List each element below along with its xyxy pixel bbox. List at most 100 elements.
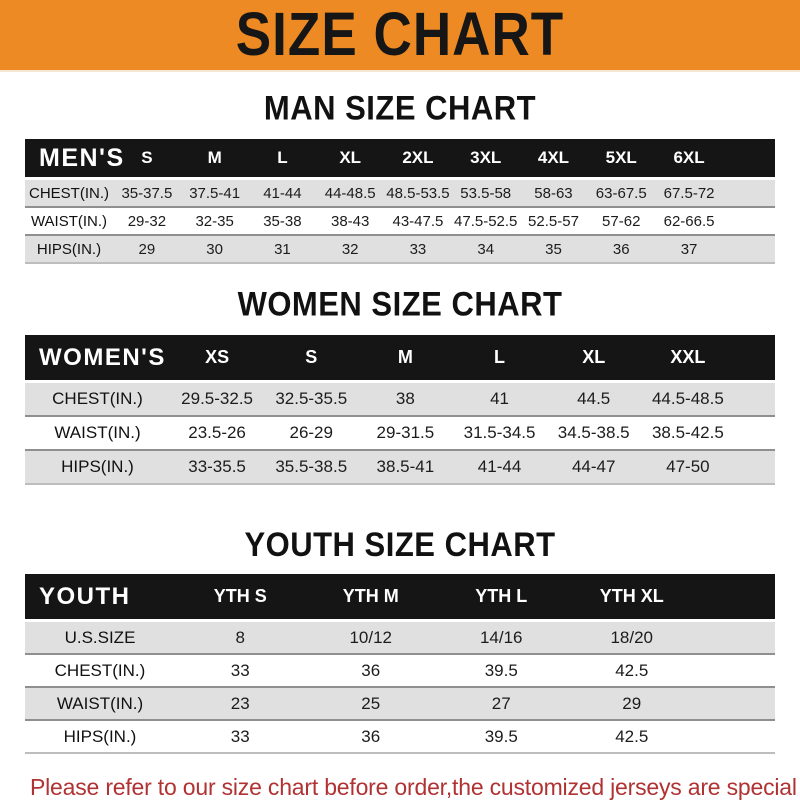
table-row: CHEST(IN.) 29.5-32.5 32.5-35.5 38 41 44.5 44.5…	[25, 381, 775, 417]
row-spacer	[723, 179, 775, 208]
size-value: 42.5	[615, 726, 649, 746]
size-value: 67.5-72	[663, 184, 715, 202]
row-spacer	[697, 687, 775, 720]
size-column-header: S	[305, 347, 318, 367]
table-row: CHEST(IN.) 33 36 39.5 42.5	[25, 654, 775, 687]
table-row: WAIST(IN.) 23.5-26 26-29 29-31.5 31.5-34.5 34…	[25, 416, 775, 450]
size-column-header: YTH M	[342, 586, 399, 606]
size-value: 27	[491, 693, 511, 713]
size-value: 52.5-57	[528, 212, 579, 230]
table-corner-label: WOMEN'S	[39, 343, 166, 371]
size-value: 35.5-38.5	[275, 457, 348, 476]
size-column-header: 5XL	[605, 148, 637, 167]
size-value: 25	[361, 693, 381, 713]
row-label: HIPS(IN.)	[63, 726, 137, 746]
header-spacer	[697, 574, 775, 621]
table-row: HIPS(IN.) 33 36 39.5 42.5	[25, 720, 775, 753]
size-value: 62-66.5	[663, 212, 715, 230]
size-value: 57-62	[602, 212, 641, 230]
size-value: 38.5-41	[376, 457, 435, 476]
size-value: 44-48.5	[324, 184, 376, 202]
size-column-header: 3XL	[470, 148, 502, 167]
size-value: 58-63	[534, 184, 573, 202]
size-value: 41-44	[263, 184, 302, 202]
size-value: 38	[395, 389, 415, 408]
size-value: 38.5-42.5	[651, 423, 724, 442]
row-label: CHEST(IN.)	[29, 184, 109, 202]
row-spacer	[735, 382, 775, 417]
size-value: 48.5-53.5	[386, 184, 450, 202]
size-table: YOUTH YTH S YTH M YTH L YTH XL U.S.SIZE 8 10/12…	[25, 574, 775, 754]
row-label: CHEST(IN.)	[54, 660, 146, 680]
section-title: MAN SIZE CHART	[263, 88, 537, 128]
size-value: 47.5-52.5	[454, 212, 518, 230]
row-spacer	[723, 207, 775, 235]
size-chart-section: MAN SIZE CHART MEN'S S M L XL 2XL 3XL 4XL 5XL 6XL C…	[0, 72, 800, 264]
size-table: WOMEN'S XS S M L XL XXL CHEST(IN.) 29.5-32.5 32.5…	[25, 335, 775, 485]
size-column-header: L	[494, 347, 506, 367]
section-title: YOUTH SIZE CHART	[244, 524, 556, 564]
size-value: 41-44	[477, 457, 522, 476]
size-value: 47-50	[666, 457, 710, 476]
size-value: 29	[622, 693, 642, 713]
size-value: 53.5-58	[460, 184, 512, 202]
size-value: 33-35.5	[188, 457, 246, 476]
table-row: HIPS(IN.) 29 30 31 32 33 34 35 36 37	[25, 235, 775, 263]
size-column-header: 6XL	[673, 148, 705, 167]
size-value: 29.5-32.5	[181, 389, 253, 408]
size-value: 39.5	[484, 726, 518, 746]
size-value: 37.5-41	[189, 184, 241, 202]
size-value: 33	[230, 726, 250, 746]
row-spacer	[697, 654, 775, 687]
table-corner-label: MEN'S	[39, 143, 125, 172]
size-value: 29-31.5	[376, 423, 435, 442]
size-value: 34	[477, 240, 495, 258]
table-row: WAIST(IN.) 29-32 32-35 35-38 38-43 43-47.5 47.…	[25, 207, 775, 235]
size-value: 44.5	[577, 389, 611, 408]
size-column-header: YTH S	[213, 586, 267, 606]
size-column-header: M	[207, 148, 222, 167]
table-corner-label: YOUTH	[39, 582, 131, 610]
size-column-header: M	[397, 347, 413, 367]
size-value: 38-43	[330, 212, 370, 230]
size-value: 34.5-38.5	[557, 423, 630, 442]
table-row: HIPS(IN.) 33-35.5 35.5-38.5 38.5-41 41-44 44-…	[25, 450, 775, 484]
row-spacer	[697, 720, 775, 753]
size-value: 39.5	[484, 660, 518, 680]
size-value: 32.5-35.5	[275, 389, 348, 408]
size-value: 10/12	[349, 627, 393, 647]
notice-line-1: Please refer to our size chart before or…	[30, 774, 797, 800]
size-value: 31	[274, 240, 291, 258]
order-notice: Please refer to our size chart before or…	[30, 772, 800, 800]
size-value: 41	[490, 389, 509, 408]
size-value: 42.5	[615, 660, 649, 680]
banner-title: SIZE CHART	[235, 0, 565, 70]
size-value: 36	[361, 726, 381, 746]
size-chart-section: WOMEN SIZE CHART WOMEN'S XS S M L XL XXL CHEST(I…	[0, 264, 800, 485]
size-value: 31.5-34.5	[463, 423, 536, 442]
size-column-header: YTH L	[475, 586, 528, 606]
size-value: 8	[235, 627, 245, 647]
size-value: 26-29	[289, 423, 333, 442]
row-label: U.S.SIZE	[64, 627, 136, 647]
size-column-header: XL	[582, 347, 606, 367]
size-column-header: 2XL	[402, 148, 434, 167]
row-label: CHEST(IN.)	[52, 389, 143, 408]
table-row: WAIST(IN.) 23 25 27 29	[25, 687, 775, 720]
size-value: 44-47	[571, 457, 616, 476]
size-value: 32-35	[195, 212, 234, 230]
table-row: CHEST(IN.) 35-37.5 37.5-41 41-44 44-48.5 48.5…	[25, 178, 775, 208]
size-value: 18/20	[610, 627, 654, 647]
size-value: 33	[409, 240, 427, 258]
row-label: WAIST(IN.)	[54, 423, 141, 442]
size-column-header: S	[141, 148, 153, 167]
size-value: 14/16	[479, 627, 523, 647]
size-value: 32	[341, 240, 359, 258]
size-column-header: XXL	[670, 347, 706, 367]
table-row: U.S.SIZE 8 10/12 14/16 18/20	[25, 620, 775, 654]
size-column-header: 4XL	[537, 148, 570, 167]
header-spacer	[723, 139, 775, 179]
size-value: 29	[138, 240, 156, 258]
size-value: 35-38	[263, 212, 302, 230]
size-value: 37	[680, 240, 698, 258]
